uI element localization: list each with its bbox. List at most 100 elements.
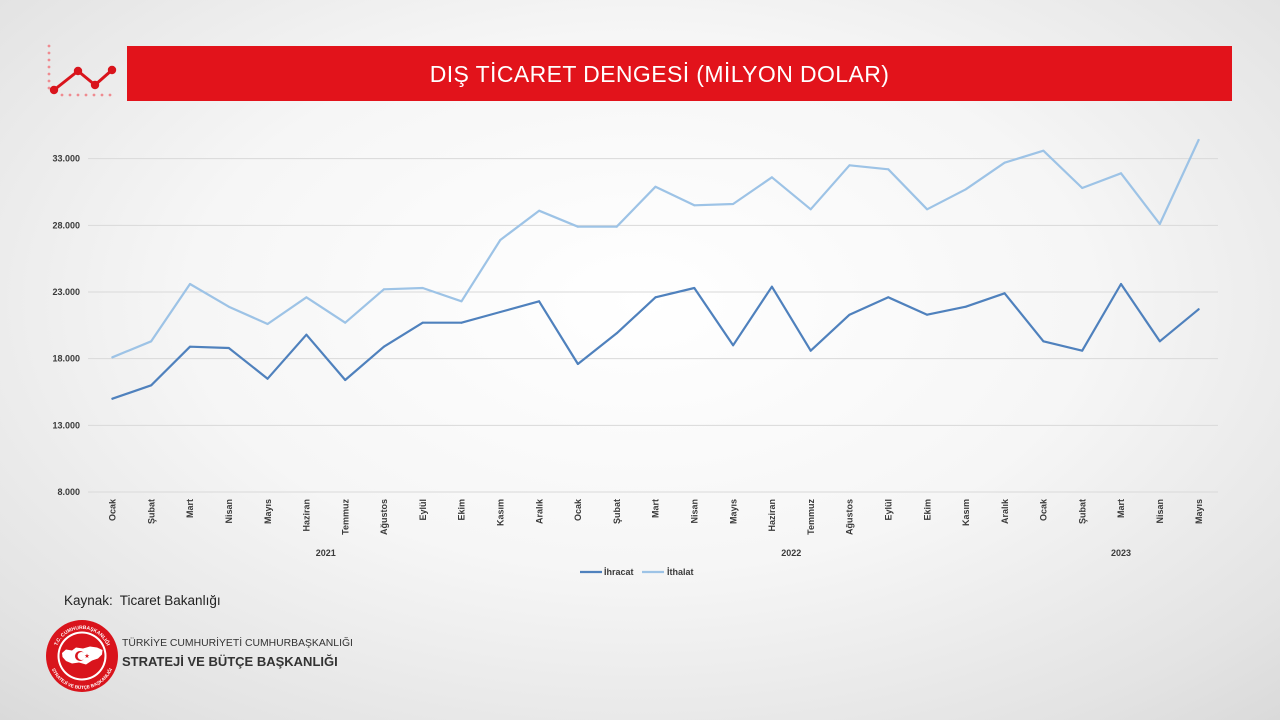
data-point-ithalat [576, 225, 579, 228]
data-point-ihracat [499, 311, 502, 313]
legend-label-ithalat: İthalat [667, 567, 694, 577]
data-point-ithalat [382, 288, 385, 291]
data-point-ithalat [150, 340, 153, 343]
data-point-ithalat [305, 296, 308, 299]
x-axis-year-labels: 2021 2022 2023 [316, 548, 1131, 558]
icon-dotted-axis [47, 44, 112, 97]
data-point-ithalat [848, 164, 851, 167]
line-chart: 8.000 13.000 18.000 23.000 28.000 33.000 Ocak… [52, 138, 1218, 577]
x-tick-label-ekim: Ekim [922, 499, 932, 521]
series-ihracat [111, 282, 1200, 400]
x-tick-label-eylul: Eylül [884, 499, 894, 521]
icon-trend-line [53, 68, 113, 92]
data-point-ihracat [887, 296, 890, 299]
data-point-ithalat [460, 300, 463, 303]
x-tick-label-mayis: Mayıs [1194, 499, 1204, 524]
y-axis-labels: 8.000 13.000 18.000 23.000 28.000 33.000 [52, 154, 80, 497]
y-tick-label: 28.000 [52, 220, 80, 230]
title-banner: DIŞ TİCARET DENGESİ (MİLYON DOLAR) [127, 46, 1232, 101]
x-tick-label-mart: Mart [1116, 499, 1126, 518]
x-tick-label-nisan: Nisan [690, 499, 700, 524]
x-tick-label-mart: Mart [651, 499, 661, 518]
data-point-ihracat [305, 333, 308, 336]
data-point-ihracat [227, 347, 230, 349]
legend: İhracat İthalat [580, 567, 694, 577]
x-tick-label-aralik: Aralık [1000, 498, 1010, 524]
data-point-ihracat [189, 345, 191, 348]
x-group-label-2023: 2023 [1111, 548, 1131, 558]
x-tick-label-mayis: Mayıs [728, 499, 738, 524]
data-point-ihracat [1197, 308, 1200, 311]
data-point-ithalat [227, 305, 230, 308]
data-point-ithalat [615, 225, 618, 228]
line-chart-icon [47, 44, 117, 97]
organization-name: TÜRKİYE CUMHURİYETİ CUMHURBAŞKANLIĞI STR… [122, 637, 353, 670]
data-point-ihracat [1042, 340, 1045, 343]
data-point-ithalat [770, 176, 773, 179]
x-tick-label-ocak: Ocak [573, 498, 583, 521]
data-point-ithalat [499, 239, 502, 241]
data-point-ithalat [1158, 223, 1161, 225]
x-axis-month-labels: Ocak Şubat Mart Nisan Mayıs Haziran Temmuz Ağus… [108, 498, 1204, 535]
x-tick-label-agustos: Ağustos [379, 499, 389, 535]
icon-trend-points [49, 65, 117, 95]
data-point-ihracat [382, 345, 385, 348]
x-tick-label-haziran: Haziran [302, 499, 312, 532]
data-point-ithalat [344, 321, 347, 324]
data-point-ihracat [964, 305, 967, 308]
data-point-ihracat [848, 313, 851, 316]
legend-item-ihracat: İhracat [580, 567, 634, 577]
x-tick-label-nisan: Nisan [1155, 499, 1165, 524]
x-tick-label-eylul: Eylül [418, 499, 428, 521]
data-point-ihracat [615, 332, 618, 335]
y-tick-label: 13.000 [52, 420, 80, 430]
data-point-ihracat [926, 313, 929, 316]
data-point-ithalat [1081, 187, 1084, 189]
data-point-ihracat [266, 377, 269, 380]
data-point-ithalat [887, 168, 890, 171]
x-tick-label-mayis: Mayıs [263, 499, 273, 524]
x-tick-label-subat: Şubat [612, 499, 622, 524]
x-tick-label-subat: Şubat [1077, 499, 1087, 524]
source-label: Kaynak: [64, 593, 113, 608]
data-point-ithalat [732, 203, 735, 205]
x-tick-label-ocak: Ocak [1039, 498, 1049, 521]
organization-line-2: STRATEJİ VE BÜTÇE BAŞKANLIĞI [122, 654, 338, 669]
crescent-star-icon [75, 651, 90, 661]
x-tick-label-subat: Şubat [146, 499, 156, 524]
data-point-ihracat [732, 344, 735, 347]
data-point-ithalat [266, 323, 269, 325]
data-point-ihracat [1120, 283, 1122, 285]
data-point-ihracat [809, 349, 812, 352]
gridlines [88, 158, 1218, 493]
sbb-seal-logo: T.C. CUMHURBAŞKANLIĞI STRATEJİ VE BÜTÇE … [46, 620, 118, 692]
data-point-ihracat [344, 379, 347, 381]
chart-title: DIŞ TİCARET DENGESİ (MİLYON DOLAR) [429, 61, 890, 87]
x-tick-label-temmuz: Temmuz [806, 499, 816, 535]
x-tick-label-temmuz: Temmuz [340, 499, 350, 535]
y-tick-label: 23.000 [52, 287, 80, 297]
legend-item-ithalat: İthalat [642, 567, 694, 577]
data-point-ihracat [1081, 349, 1084, 352]
series-line-ihracat [111, 282, 1200, 400]
data-point-ithalat [189, 283, 191, 285]
x-tick-label-kasim: Kasım [496, 499, 506, 526]
series-line-ithalat [111, 138, 1200, 359]
x-tick-label-mart: Mart [185, 499, 195, 518]
data-point-ihracat [111, 397, 114, 400]
x-tick-label-nisan: Nisan [224, 499, 234, 524]
data-point-ithalat [538, 209, 541, 212]
organization-line-1: TÜRKİYE CUMHURİYETİ CUMHURBAŞKANLIĞI [122, 638, 353, 649]
data-point-ithalat [1120, 172, 1122, 175]
x-tick-label-haziran: Haziran [767, 499, 777, 532]
data-point-ithalat [111, 356, 114, 359]
x-group-label-2021: 2021 [316, 548, 336, 558]
data-point-ihracat [576, 363, 579, 365]
y-tick-label: 8.000 [57, 487, 80, 497]
x-tick-label-aralik: Aralık [534, 498, 544, 524]
x-tick-label-kasim: Kasım [961, 499, 971, 526]
x-tick-label-agustos: Ağustos [845, 499, 855, 535]
data-point-ithalat [1197, 139, 1200, 141]
data-point-ihracat [460, 321, 463, 324]
data-point-ihracat [654, 296, 657, 299]
